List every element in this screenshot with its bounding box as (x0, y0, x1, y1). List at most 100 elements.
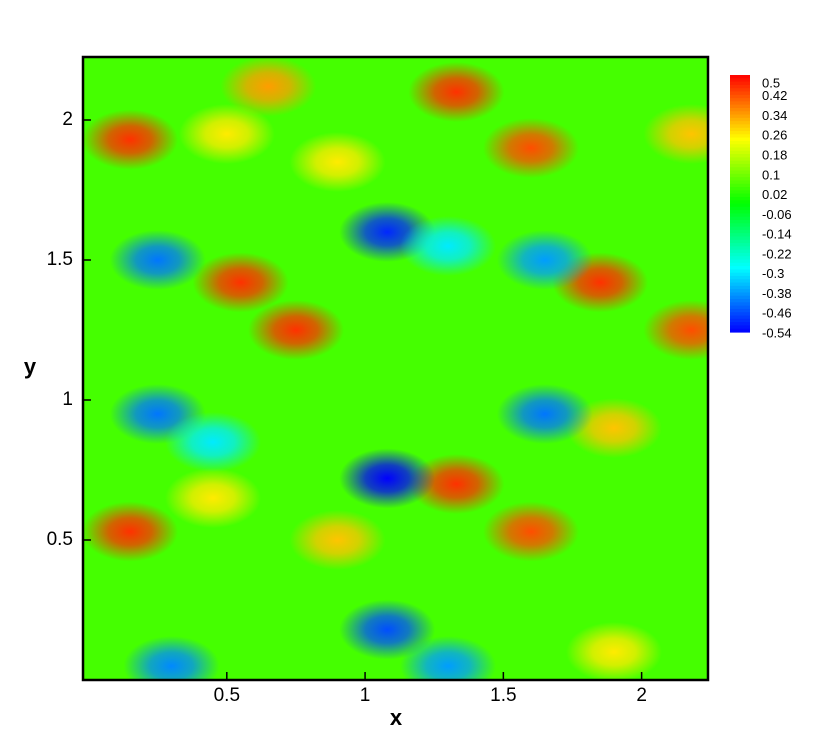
colorbar-cell (730, 246, 750, 251)
x-tick-label: 2 (636, 685, 647, 706)
field-extremum (123, 636, 220, 680)
field-extremum (400, 216, 497, 276)
x-tick-label: 0.5 (214, 685, 240, 706)
field-extremum (408, 62, 505, 122)
colorbar-cell (730, 279, 750, 284)
colorbar-cell (730, 163, 750, 168)
field-extremum (192, 252, 289, 313)
field-extremum (643, 300, 708, 360)
x-tick-label: 1 (360, 685, 371, 706)
colorbar-cell (730, 75, 750, 79)
colorbar-cell (730, 229, 750, 234)
colorbar-cell (730, 101, 750, 106)
colorbar-label: -0.38 (762, 286, 792, 301)
field-extremum (220, 57, 317, 117)
colorbar-cell (730, 81, 750, 86)
colorbar-cell (730, 131, 750, 135)
colorbar-cell (730, 144, 750, 149)
colorbar-label: 0.26 (762, 128, 787, 143)
colorbar-cell (730, 249, 750, 254)
colorbar-cell (730, 193, 750, 198)
colorbar-cell (730, 308, 750, 313)
colorbar-cell (730, 121, 750, 126)
colorbar-cell (730, 285, 750, 290)
colorbar-cell (730, 275, 750, 280)
colorbar-cell (730, 173, 750, 178)
colorbar-cell (730, 160, 750, 165)
colorbar-cell (730, 219, 750, 224)
colorbar-cell (730, 187, 750, 191)
colorbar-cell (730, 252, 750, 257)
colorbar-cell (730, 104, 750, 109)
colorbar-label: 0.34 (762, 108, 787, 123)
colorbar-cell (730, 147, 750, 152)
colorbar-cell (730, 127, 750, 132)
colorbar-cell (730, 256, 750, 261)
colorbar-cell (730, 239, 750, 244)
colorbar-cell (730, 140, 750, 145)
colorbar-cell (730, 312, 750, 317)
field-extremum (109, 230, 206, 290)
colorbar-cell (730, 328, 750, 333)
colorbar-cell (730, 134, 750, 139)
colorbar-cell (730, 78, 750, 83)
field-extremum (289, 132, 386, 192)
field-extremum (496, 230, 593, 290)
colorbar-cell (730, 196, 750, 201)
colorbar-cell (730, 200, 750, 205)
field-background (83, 57, 708, 680)
field (83, 57, 708, 680)
colorbar-cell (730, 302, 750, 307)
colorbar-cell (730, 223, 750, 228)
colorbar-cell (730, 233, 750, 238)
colorbar-label: -0.06 (762, 207, 792, 222)
colorbar-cell (730, 154, 750, 158)
field-extremum (83, 109, 178, 170)
y-axis-label: y (24, 354, 37, 379)
field-extremum (164, 468, 261, 528)
colorbar-cell (730, 266, 750, 270)
colorbar-cell (730, 170, 750, 175)
colorbar-cell (730, 137, 750, 142)
colorbar-cell (730, 305, 750, 310)
colorbar-label: 0.1 (762, 167, 780, 182)
colorbar-cell (730, 236, 750, 241)
field-extremum (178, 104, 275, 164)
colorbar-cell (730, 111, 750, 116)
colorbar-cell (730, 183, 750, 188)
colorbar-cell (730, 210, 750, 214)
colorbar-cell (730, 216, 750, 221)
colorbar-cell (730, 91, 750, 96)
field-extremum (483, 501, 580, 562)
colorbar-cell (730, 107, 750, 112)
colorbar-label: 0.02 (762, 187, 787, 202)
field-extremum (83, 501, 178, 562)
colorbar-label: -0.3 (762, 266, 784, 281)
colorbar-cell (730, 157, 750, 162)
x-axis-label: x (390, 705, 403, 730)
colorbar-label: 0.5 (762, 75, 780, 90)
colorbar-label: -0.54 (762, 325, 792, 340)
colorbar-cell (730, 203, 750, 208)
colorbar-label: -0.22 (762, 246, 792, 261)
colorbar-cell (730, 117, 750, 122)
colorbar-cell (730, 88, 750, 93)
colorbar-cell (730, 167, 750, 172)
field-extremum (164, 412, 261, 472)
colorbar-cell (730, 177, 750, 182)
colorbar-label: -0.14 (762, 227, 792, 242)
colorbar-cell (730, 292, 750, 297)
field-extremum (400, 636, 497, 680)
colorbar-cell (730, 94, 750, 99)
colorbar-cell (730, 124, 750, 129)
plot-frame (81, 55, 710, 682)
field-extremum (643, 104, 708, 164)
field-extremum (339, 448, 436, 509)
colorbar-cell (730, 243, 750, 247)
field-extremum (289, 510, 386, 570)
colorbar-cell (730, 295, 750, 300)
field-extremum (496, 384, 593, 444)
colorbar-cell (730, 322, 750, 327)
colorbar-cell (730, 114, 750, 119)
